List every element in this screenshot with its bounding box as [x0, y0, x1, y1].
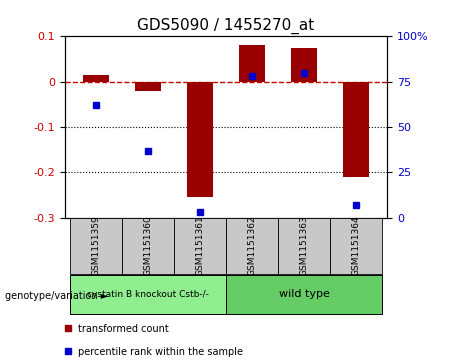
Text: GSM1151360: GSM1151360 — [143, 216, 152, 276]
Bar — [135, 82, 161, 91]
Bar — [239, 45, 265, 82]
Title: GDS5090 / 1455270_at: GDS5090 / 1455270_at — [137, 17, 314, 33]
Text: GSM1151361: GSM1151361 — [195, 216, 204, 276]
Bar — [83, 75, 109, 82]
Bar — [330, 218, 382, 274]
Text: wild type: wild type — [278, 289, 330, 299]
Bar — [226, 218, 278, 274]
Bar — [343, 82, 369, 177]
Text: GSM1151359: GSM1151359 — [91, 216, 100, 276]
Bar — [187, 82, 213, 197]
Bar — [278, 218, 330, 274]
Text: cystatin B knockout Cstb-/-: cystatin B knockout Cstb-/- — [87, 290, 209, 299]
Text: genotype/variation ►: genotype/variation ► — [5, 291, 108, 301]
Bar — [122, 218, 174, 274]
Text: transformed count: transformed count — [78, 323, 169, 334]
Text: percentile rank within the sample: percentile rank within the sample — [78, 347, 243, 357]
Text: GSM1151362: GSM1151362 — [248, 216, 256, 276]
Bar — [291, 48, 317, 82]
Text: GSM1151364: GSM1151364 — [351, 216, 361, 276]
Bar — [70, 218, 122, 274]
Bar — [174, 218, 226, 274]
Bar — [70, 275, 226, 314]
Bar — [226, 275, 382, 314]
Text: GSM1151363: GSM1151363 — [300, 216, 308, 276]
